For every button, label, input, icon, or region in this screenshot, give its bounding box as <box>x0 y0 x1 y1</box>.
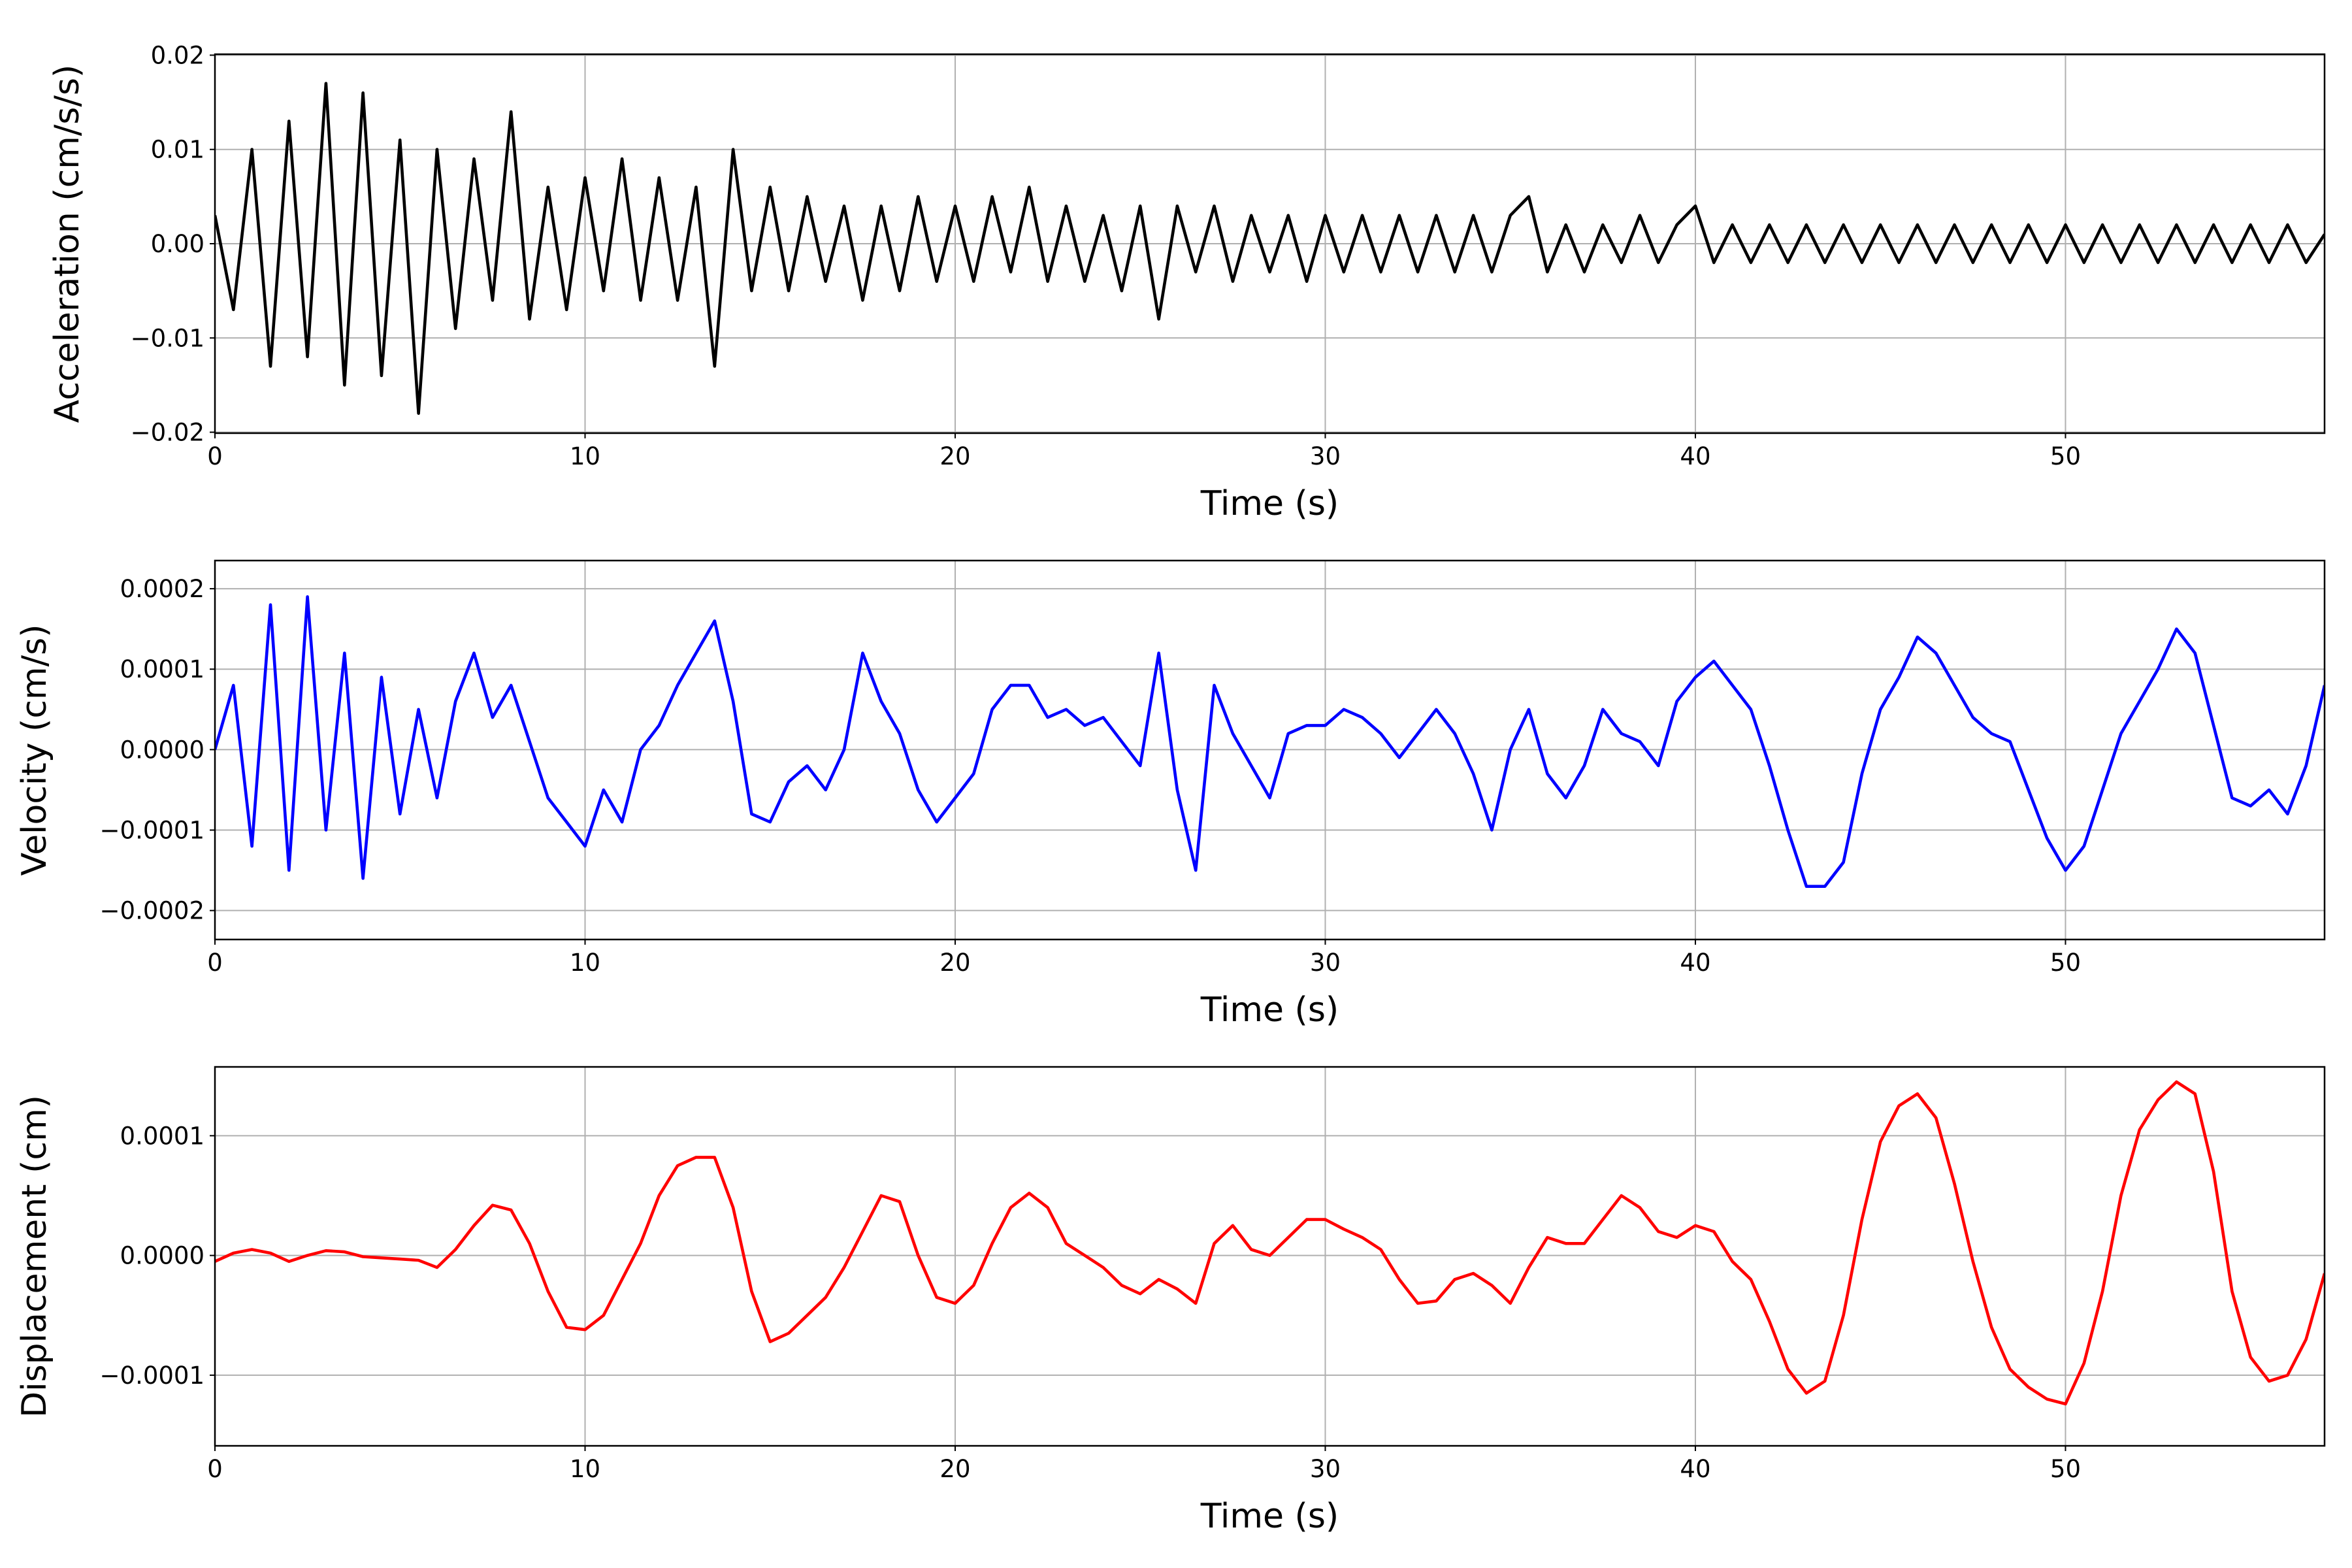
axes-frame <box>214 53 2326 434</box>
x-tick-label: 30 <box>1310 1455 1341 1483</box>
x-tick-label: 0 <box>207 949 223 977</box>
y-tick-label: 0.0000 <box>120 736 204 764</box>
x-tick-label: 40 <box>1680 949 1710 977</box>
x-tick-label: 30 <box>1310 949 1341 977</box>
x-tick-label: 10 <box>570 442 600 470</box>
y-tick-label: 0.01 <box>151 136 204 164</box>
subplot: 0 10 20 30 40 50 −0.0002 −0.0001 0.0000 0.0001 0.0… <box>15 559 2326 1030</box>
x-tick-label: 20 <box>939 442 970 470</box>
x-tick-label: 40 <box>1680 442 1710 470</box>
y-axis-label: Displacement (cm) <box>15 1095 54 1418</box>
y-tick-label: −0.01 <box>131 324 204 352</box>
y-tick-label: 0.0002 <box>120 575 204 603</box>
x-tick-label: 20 <box>939 1455 970 1483</box>
y-tick-label: −0.0001 <box>100 817 204 845</box>
y-tick-label: 0.02 <box>151 41 204 69</box>
x-axis-label: Time (s) <box>1200 990 1339 1030</box>
x-tick-label: 50 <box>2050 1455 2081 1483</box>
y-axis-label: Velocity (cm/s) <box>15 625 54 876</box>
y-axis-label: Acceleration (cm/s/s) <box>48 65 87 423</box>
subplot: 0 10 20 30 40 50 −0.0001 0.0000 0.0001 Time (s) Di… <box>15 1066 2326 1536</box>
x-tick-label: 30 <box>1310 442 1341 470</box>
y-tick-label: −0.0001 <box>100 1362 204 1390</box>
data-line <box>215 595 2325 888</box>
axes-frame <box>214 1066 2326 1447</box>
subplot: 0 10 20 30 40 50 −0.02 −0.01 0.00 0.01 0.02 Time (s… <box>48 41 2326 523</box>
y-tick-label: −0.0002 <box>100 897 204 925</box>
x-tick-label: 0 <box>207 442 223 470</box>
data-line <box>215 82 2325 415</box>
x-tick-label: 40 <box>1680 1455 1710 1483</box>
x-tick-label: 50 <box>2050 949 2081 977</box>
x-tick-label: 50 <box>2050 442 2081 470</box>
x-axis-label: Time (s) <box>1200 1497 1339 1536</box>
axes-frame <box>214 559 2326 941</box>
x-axis-label: Time (s) <box>1200 484 1339 523</box>
x-tick-label: 0 <box>207 1455 223 1483</box>
y-tick-label: 0.00 <box>151 230 204 258</box>
y-tick-label: 0.0001 <box>120 655 204 683</box>
y-tick-label: −0.02 <box>131 419 204 447</box>
x-tick-label: 10 <box>570 949 600 977</box>
y-tick-label: 0.0001 <box>120 1122 204 1150</box>
data-line <box>215 1080 2325 1406</box>
x-tick-label: 20 <box>939 949 970 977</box>
y-tick-label: 0.0000 <box>120 1242 204 1270</box>
x-tick-label: 10 <box>570 1455 600 1483</box>
